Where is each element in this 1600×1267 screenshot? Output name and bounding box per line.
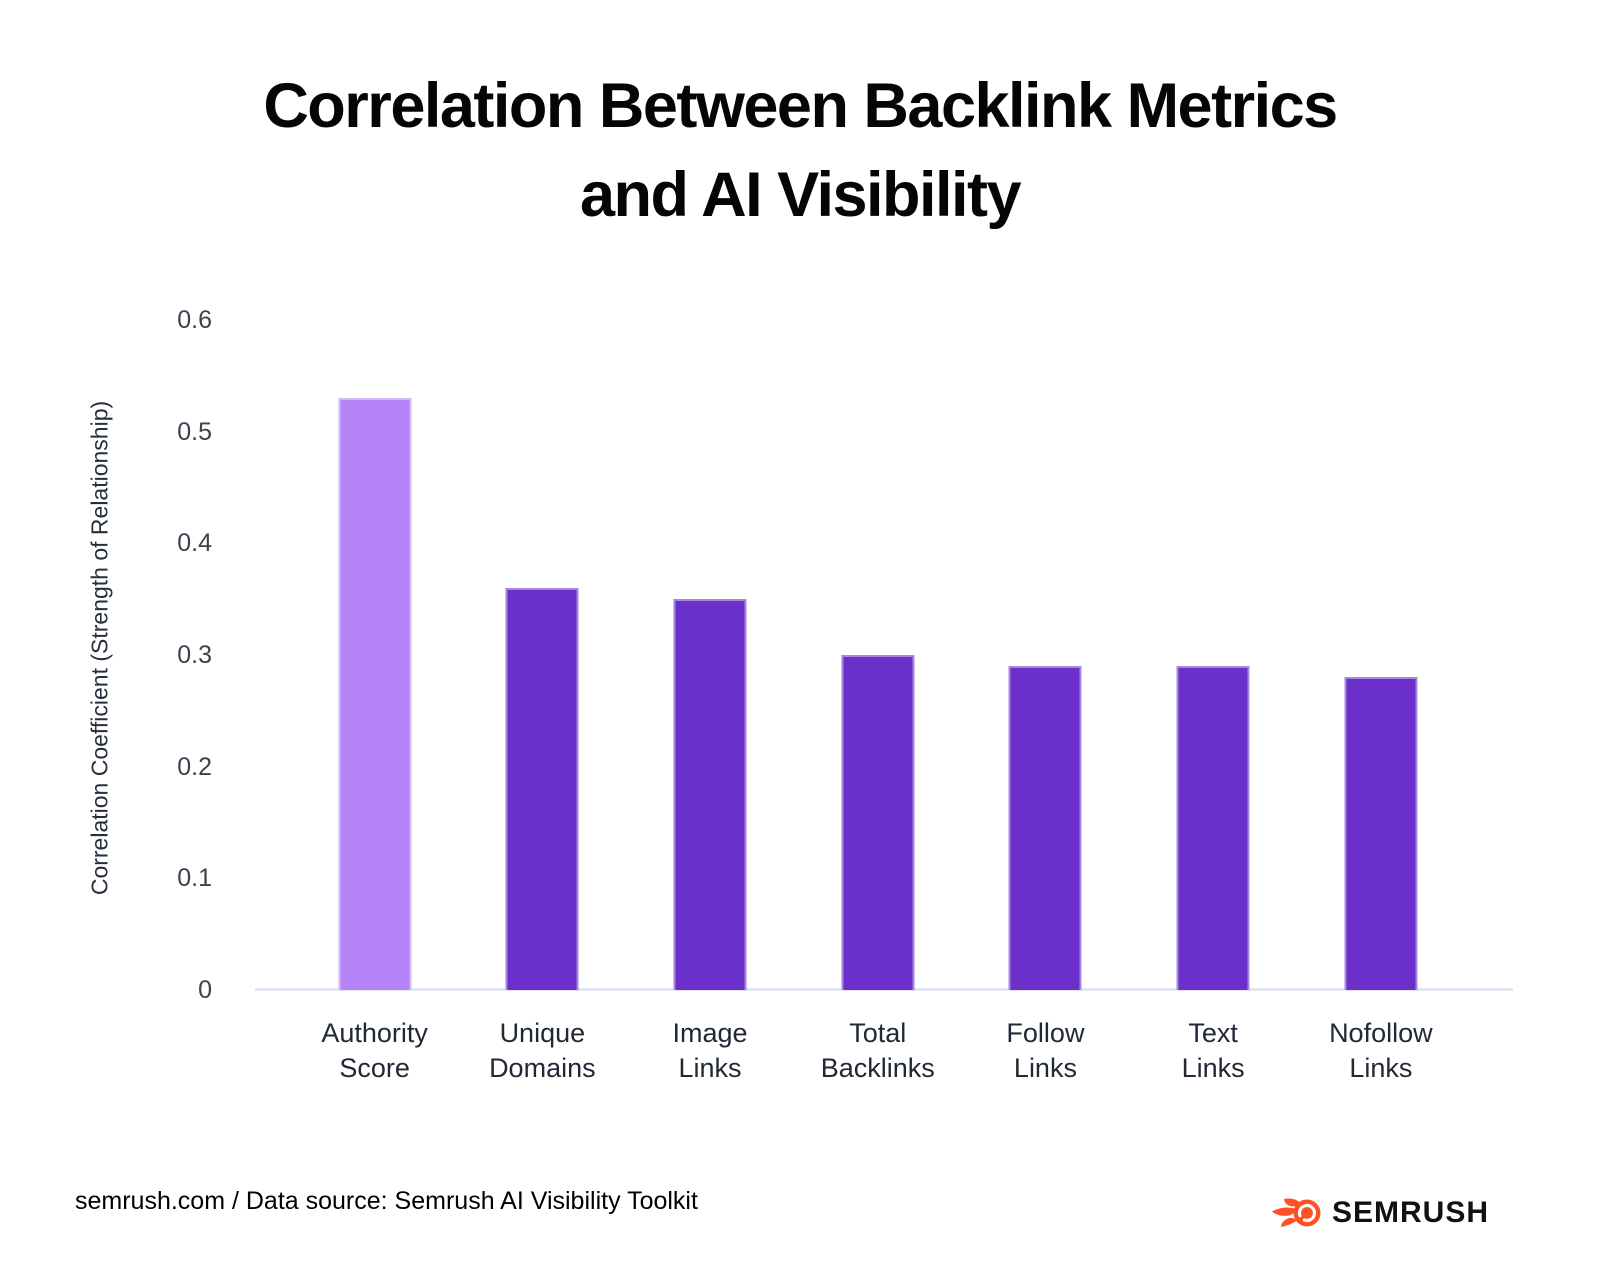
bar-authority-score	[338, 398, 412, 990]
bar-column-text-links: Text Links	[1129, 320, 1297, 1083]
y-tick-0.4: 0.4	[177, 529, 212, 558]
chart-title-line2: and AI Visibility	[579, 160, 1022, 231]
y-tick-0.3: 0.3	[177, 641, 212, 669]
chart-title-line1: Correlation Between Backlink Metrics	[263, 71, 1338, 141]
bar-image-links	[673, 599, 747, 990]
y-tick-0.6: 0.6	[177, 306, 212, 334]
bar-unique-domains	[505, 588, 579, 990]
bar-text-links	[1176, 666, 1250, 990]
x-label-follow-links: Follow Links	[1006, 1018, 1085, 1084]
semrush-flame-icon	[1271, 1198, 1321, 1227]
x-label-unique-domains: Unique Domains	[489, 1018, 596, 1084]
semrush-wordmark: SEMRUSH	[1331, 1196, 1489, 1229]
x-label-total-backlinks: Total Backlinks	[820, 1018, 935, 1084]
plot-area: 0 0.1 0.2 0.3 0.4 0.5 0.6 Authority Score Unique…	[177, 306, 1513, 1083]
bar-nofollow-links	[1344, 677, 1418, 990]
source-attribution: semrush.com / Data source: Semrush AI Vi…	[75, 1187, 698, 1215]
y-axis-title: Correlation Coefficient (Strength of Rel…	[86, 400, 113, 896]
bar-column-follow-links: Follow Links	[961, 320, 1129, 1083]
bar-total-backlinks	[841, 655, 915, 990]
y-tick-0: 0	[198, 976, 212, 1004]
semrush-logo: SEMRUSH	[1271, 1196, 1489, 1230]
bar-column-image-links: Image Links	[626, 320, 794, 1083]
bar-follow-links	[1008, 666, 1082, 990]
chart-title: Correlation Between Backlink Metrics and…	[0, 62, 1600, 241]
bar-column-authority-score: Authority Score	[291, 320, 459, 1083]
x-label-nofollow-links: Nofollow Links	[1329, 1018, 1433, 1084]
y-tick-0.1: 0.1	[177, 864, 212, 893]
y-tick-0.2: 0.2	[177, 752, 212, 781]
x-label-text-links: Text Links	[1181, 1018, 1245, 1084]
x-label-image-links: Image Links	[672, 1018, 748, 1084]
bar-column-unique-domains: Unique Domains	[458, 320, 626, 1083]
bar-column-nofollow-links: Nofollow Links	[1297, 320, 1465, 1083]
x-label-authority-score: Authority Score	[321, 1018, 428, 1084]
y-tick-0.5: 0.5	[177, 417, 212, 446]
bar-column-total-backlinks: Total Backlinks	[794, 320, 962, 1083]
